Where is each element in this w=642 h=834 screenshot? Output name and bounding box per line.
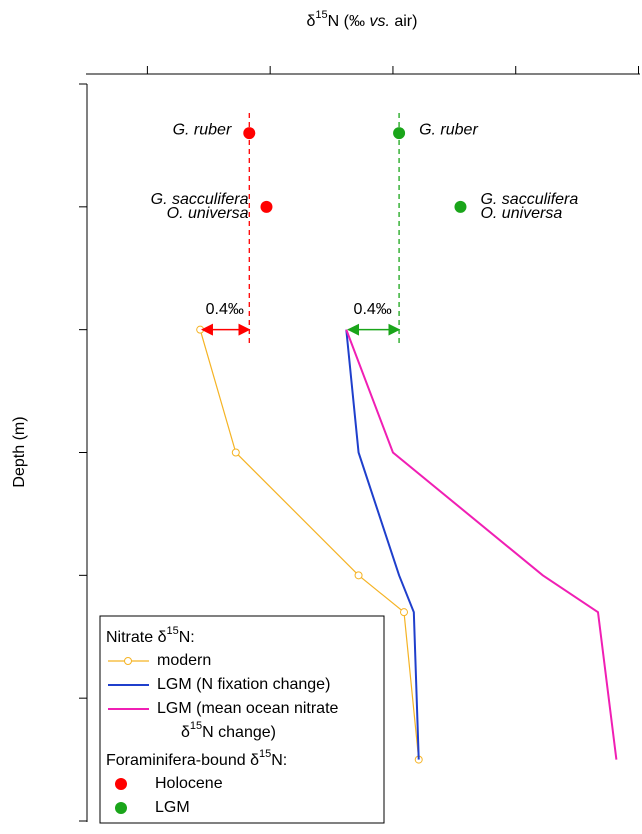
data-point (454, 200, 467, 213)
legend-marker (124, 657, 132, 665)
point-label: G. sacculifera (480, 191, 578, 208)
data-line (345, 329, 618, 760)
y-axis-label: Depth (m) (11, 416, 28, 487)
offset-label: 0.4‰ (206, 301, 244, 318)
legend-marker (115, 802, 127, 814)
legend-label: Holocene (155, 775, 223, 792)
x-axis-label: δ15N (‰ vs. air) (307, 9, 418, 30)
point-label: G. ruber (419, 121, 478, 138)
legend-marker (115, 778, 127, 790)
x-axis-label-part: air) (390, 13, 418, 30)
point-label: G. sacculifera (151, 191, 249, 208)
point-label: O. universa (480, 205, 562, 222)
data-line (345, 329, 420, 760)
legend-title: Foraminifera-bound δ15N: (106, 748, 287, 769)
legend-box (99, 615, 385, 824)
point-label: G. ruber (173, 121, 232, 138)
data-point (399, 608, 408, 617)
legend-label: LGM (mean ocean nitrate δ15N change) (157, 700, 343, 741)
point-label: O. universa (167, 205, 249, 222)
data-point (354, 571, 363, 580)
data-point (260, 200, 273, 213)
legend-label: LGM (155, 799, 190, 816)
legend-title: Nitrate δ15N: (106, 625, 195, 646)
legend-label: LGM (N fixation change) (157, 676, 330, 693)
offset-label: 0.4‰ (354, 301, 392, 318)
data-point (231, 448, 240, 457)
x-axis-label-part: δ15N (‰ (307, 9, 370, 30)
x-axis-label-part: vs. (369, 13, 389, 30)
legend-label: modern (157, 652, 211, 669)
